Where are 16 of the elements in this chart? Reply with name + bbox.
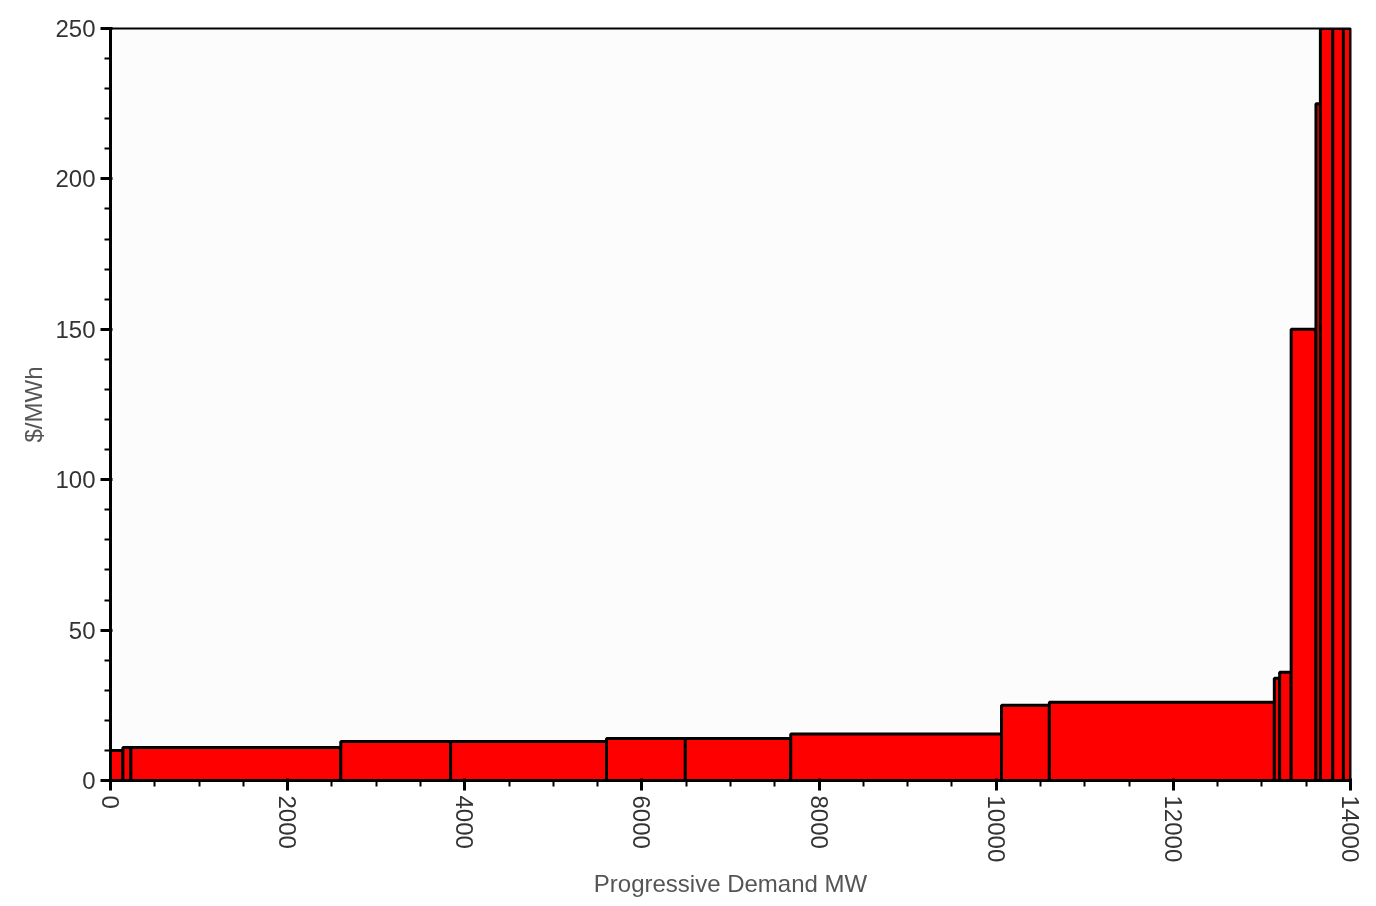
y-tick-label: 100: [55, 466, 96, 494]
y-tick-label: 150: [55, 315, 96, 343]
y-tick-label: 50: [68, 616, 96, 644]
y-tick-label: 0: [82, 767, 96, 794]
x-tick-label: 12000: [1159, 795, 1187, 863]
x-axis-title: Progressive Demand MW: [593, 870, 868, 898]
x-tick-label: 4000: [451, 795, 479, 849]
y-tick-label: 250: [55, 15, 96, 42]
y-axis-title: $/MWh: [20, 366, 48, 443]
x-tick-label: 0: [97, 795, 124, 809]
x-tick-label: 2000: [274, 795, 302, 849]
x-tick-label: 10000: [982, 795, 1010, 863]
y-tick-label: 200: [55, 165, 96, 193]
x-tick-label: 14000: [1337, 795, 1364, 863]
x-tick-label: 6000: [628, 795, 656, 849]
x-tick-label: 8000: [805, 795, 833, 849]
